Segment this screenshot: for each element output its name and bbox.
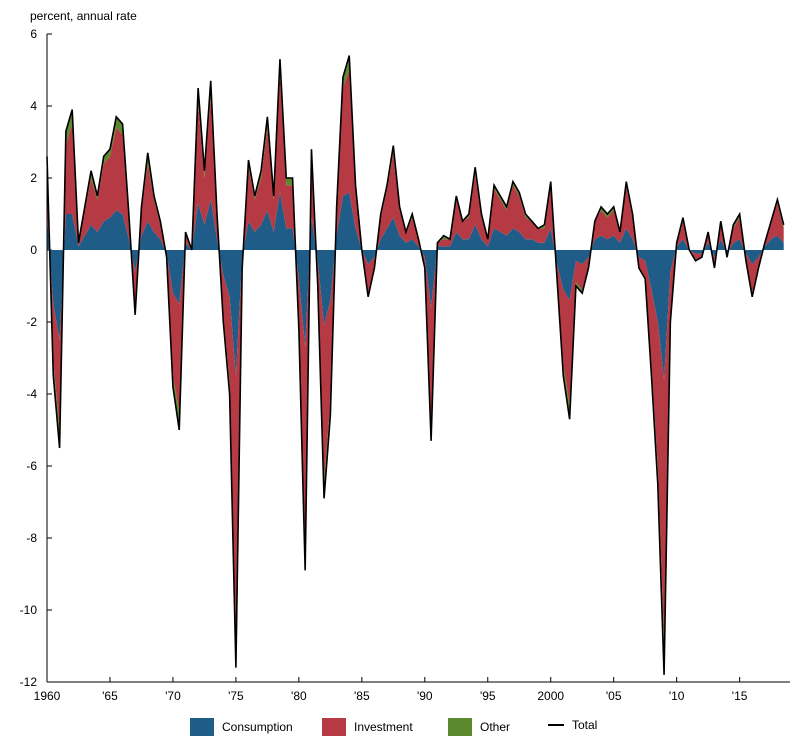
y-axis: 6 4 2 0 -2 -4 -6 -8 -10 -12 <box>20 27 52 689</box>
legend-item-investment: Investment <box>322 718 413 736</box>
x-tick-label: '85 <box>354 689 370 703</box>
legend-swatch-investment <box>322 718 346 736</box>
consumption-area <box>47 192 784 380</box>
investment-area <box>47 70 784 643</box>
legend-swatch-total <box>548 724 564 726</box>
stacked-areas <box>47 55 784 675</box>
x-tick-label: 2000 <box>537 689 564 703</box>
y-tick-label: 2 <box>30 171 37 185</box>
y-tick-label: -6 <box>26 459 37 473</box>
legend-item-consumption: Consumption <box>190 718 293 736</box>
legend-label-consumption: Consumption <box>222 720 293 734</box>
x-axis: 1960 '65 '70 '75 '80 '85 '90 '95 2000 '05 '10 '15 <box>34 677 748 703</box>
y-axis-label: percent, annual rate <box>30 9 137 23</box>
x-tick-label: '15 <box>732 689 748 703</box>
x-tick-label: '90 <box>417 689 433 703</box>
legend-label-other: Other <box>480 720 511 734</box>
legend-label-total: Total <box>572 718 598 732</box>
y-tick-label: -4 <box>26 387 37 401</box>
x-tick-label: '10 <box>669 689 685 703</box>
total-line <box>46 55 785 675</box>
y-tick-label: -10 <box>20 603 38 617</box>
y-tick-label: 6 <box>30 27 37 41</box>
x-tick-label: 1960 <box>34 689 61 703</box>
y-tick-label: -12 <box>20 675 38 689</box>
x-tick-label: '05 <box>606 689 622 703</box>
legend-label-investment: Investment <box>354 720 413 734</box>
legend-item-total: Total <box>548 718 597 732</box>
x-tick-label: '95 <box>480 689 496 703</box>
x-tick-label: '65 <box>102 689 118 703</box>
x-tick-label: '75 <box>228 689 244 703</box>
y-tick-label: -2 <box>26 315 37 329</box>
x-tick-label: '70 <box>165 689 181 703</box>
legend-item-other: Other <box>448 718 510 736</box>
legend: Consumption Investment Other Total <box>0 718 800 742</box>
x-tick-label: '80 <box>291 689 307 703</box>
legend-swatch-consumption <box>190 718 214 736</box>
y-tick-label: -8 <box>26 531 37 545</box>
y-tick-label: 0 <box>30 243 37 257</box>
other-area <box>47 55 784 675</box>
legend-swatch-other <box>448 718 472 736</box>
y-tick-label: 4 <box>30 99 37 113</box>
